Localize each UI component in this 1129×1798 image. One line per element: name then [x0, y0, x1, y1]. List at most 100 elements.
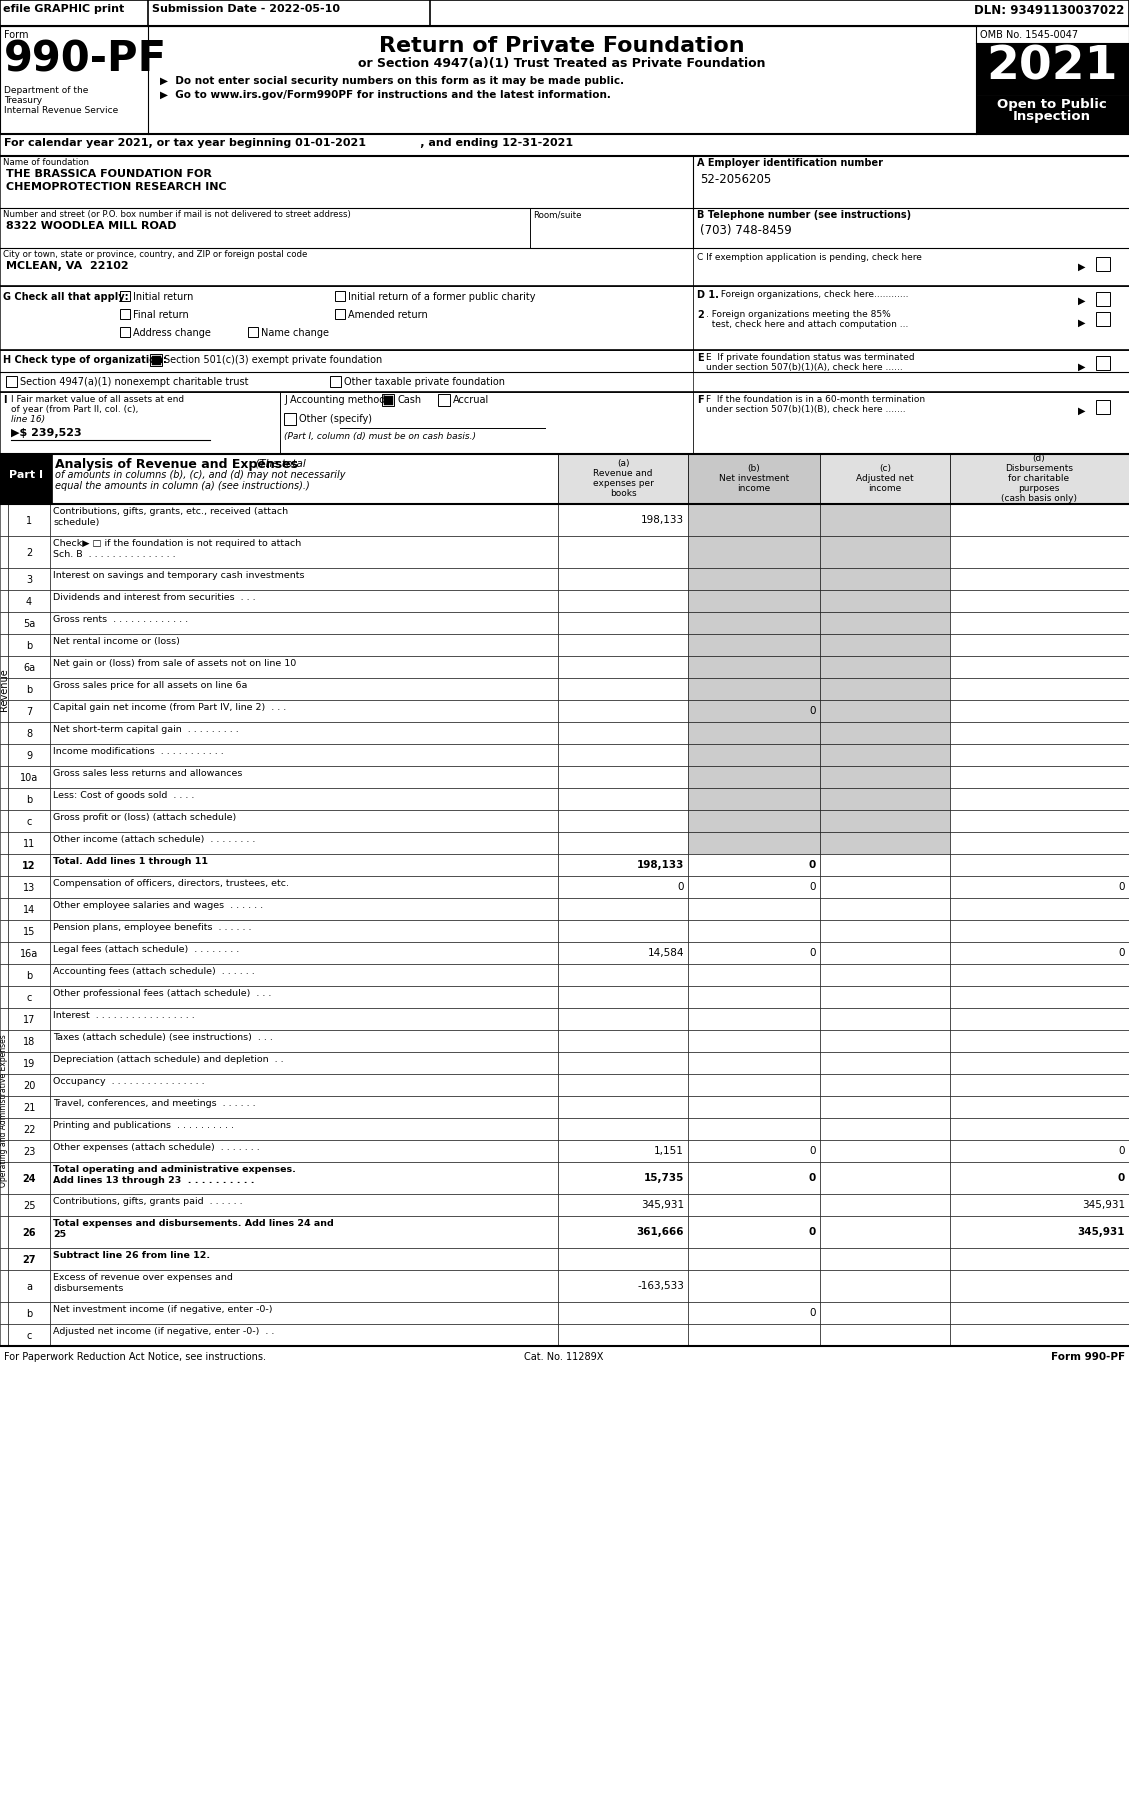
Text: Sch. B  . . . . . . . . . . . . . . .: Sch. B . . . . . . . . . . . . . . . — [53, 550, 176, 559]
Bar — [0, 635, 8, 656]
Text: Address change: Address change — [133, 327, 211, 338]
Bar — [949, 1009, 1129, 1030]
Bar — [8, 921, 50, 942]
Text: 26: 26 — [23, 1228, 36, 1239]
Text: 22: 22 — [23, 1126, 35, 1135]
Bar — [820, 744, 949, 766]
Bar — [820, 656, 949, 678]
Bar — [820, 964, 949, 985]
Bar — [50, 854, 558, 876]
Bar — [50, 942, 558, 964]
Bar — [949, 1248, 1129, 1269]
Text: Other taxable private foundation: Other taxable private foundation — [344, 378, 505, 387]
Bar — [820, 1052, 949, 1073]
Text: 18: 18 — [23, 1037, 35, 1046]
Bar — [8, 568, 50, 590]
Bar — [0, 286, 693, 351]
Text: c: c — [26, 816, 32, 827]
Bar — [949, 503, 1129, 536]
Text: Total expenses and disbursements. Add lines 24 and: Total expenses and disbursements. Add li… — [53, 1219, 334, 1228]
Text: 19: 19 — [23, 1059, 35, 1070]
Bar — [558, 985, 688, 1009]
Bar — [330, 376, 341, 387]
Bar — [558, 611, 688, 635]
Bar — [50, 590, 558, 611]
Text: Adjusted net: Adjusted net — [856, 475, 913, 484]
Text: Gross sales less returns and allowances: Gross sales less returns and allowances — [53, 770, 243, 779]
Text: 10a: 10a — [20, 773, 38, 782]
Text: 3: 3 — [26, 575, 32, 584]
Bar — [0, 536, 8, 568]
Bar — [382, 394, 394, 406]
Bar — [820, 1269, 949, 1302]
Bar — [820, 1118, 949, 1140]
Text: test, check here and attach computation ...: test, check here and attach computation … — [706, 320, 909, 329]
Bar — [0, 854, 8, 876]
Text: a: a — [26, 1282, 32, 1293]
Bar — [688, 699, 820, 723]
Text: Subtract line 26 from line 12.: Subtract line 26 from line 12. — [53, 1251, 210, 1260]
Text: 0: 0 — [808, 1226, 816, 1237]
Bar — [8, 1269, 50, 1302]
Bar — [820, 1162, 949, 1194]
Text: Other income (attach schedule)  . . . . . . . .: Other income (attach schedule) . . . . .… — [53, 834, 255, 843]
Text: E  If private foundation status was terminated: E If private foundation status was termi… — [706, 352, 914, 361]
Text: B Telephone number (see instructions): B Telephone number (see instructions) — [697, 210, 911, 219]
Bar — [949, 723, 1129, 744]
Bar — [688, 1073, 820, 1097]
Bar — [949, 635, 1129, 656]
Bar — [1096, 291, 1110, 306]
Bar — [949, 536, 1129, 568]
Bar — [8, 1323, 50, 1347]
Bar — [949, 590, 1129, 611]
Bar — [558, 1194, 688, 1215]
Text: Occupancy  . . . . . . . . . . . . . . . .: Occupancy . . . . . . . . . . . . . . . … — [53, 1077, 204, 1086]
Text: of amounts in columns (b), (c), and (d) may not necessarily: of amounts in columns (b), (c), and (d) … — [55, 469, 345, 480]
Bar — [50, 1140, 558, 1162]
Text: E: E — [697, 352, 703, 363]
Text: 24: 24 — [23, 1174, 36, 1185]
Bar — [50, 635, 558, 656]
Text: 20: 20 — [23, 1081, 35, 1091]
Text: H Check type of organization:: H Check type of organization: — [3, 354, 167, 365]
Text: MCLEAN, VA  22102: MCLEAN, VA 22102 — [6, 261, 129, 271]
Bar — [558, 854, 688, 876]
Bar — [50, 611, 558, 635]
Bar — [8, 876, 50, 897]
Bar — [820, 723, 949, 744]
Bar — [949, 788, 1129, 811]
Bar — [50, 1323, 558, 1347]
Bar — [8, 536, 50, 568]
Text: Initial return: Initial return — [133, 291, 193, 302]
Bar — [0, 156, 693, 209]
Bar — [949, 1140, 1129, 1162]
Bar — [8, 1194, 50, 1215]
Bar — [558, 1097, 688, 1118]
Text: Section 501(c)(3) exempt private foundation: Section 501(c)(3) exempt private foundat… — [164, 354, 383, 365]
Text: Add lines 13 through 23  . . . . . . . . . .: Add lines 13 through 23 . . . . . . . . … — [53, 1176, 254, 1185]
Text: (b): (b) — [747, 464, 760, 473]
Bar — [1096, 399, 1110, 414]
Text: Excess of revenue over expenses and: Excess of revenue over expenses and — [53, 1273, 233, 1282]
Text: Accrual: Accrual — [453, 396, 489, 405]
Text: -163,533: -163,533 — [637, 1280, 684, 1291]
Bar — [0, 1215, 8, 1248]
Text: Compensation of officers, directors, trustees, etc.: Compensation of officers, directors, tru… — [53, 879, 289, 888]
Bar — [8, 854, 50, 876]
Text: 9: 9 — [26, 752, 32, 761]
Text: 0: 0 — [1118, 1172, 1124, 1183]
Bar — [688, 876, 820, 897]
Bar — [120, 327, 130, 336]
Bar — [50, 536, 558, 568]
Text: Inspection: Inspection — [1013, 110, 1091, 122]
Bar — [8, 1140, 50, 1162]
Bar — [120, 291, 130, 300]
Text: c: c — [26, 1331, 32, 1341]
Bar — [50, 1302, 558, 1323]
Text: Contributions, gifts, grants paid  . . . . . .: Contributions, gifts, grants paid . . . … — [53, 1197, 243, 1206]
Text: City or town, state or province, country, and ZIP or foreign postal code: City or town, state or province, country… — [3, 250, 307, 259]
Text: 0: 0 — [677, 883, 684, 892]
Text: Contributions, gifts, grants, etc., received (attach: Contributions, gifts, grants, etc., rece… — [53, 507, 288, 516]
Bar — [50, 678, 558, 699]
Bar — [693, 156, 1129, 209]
